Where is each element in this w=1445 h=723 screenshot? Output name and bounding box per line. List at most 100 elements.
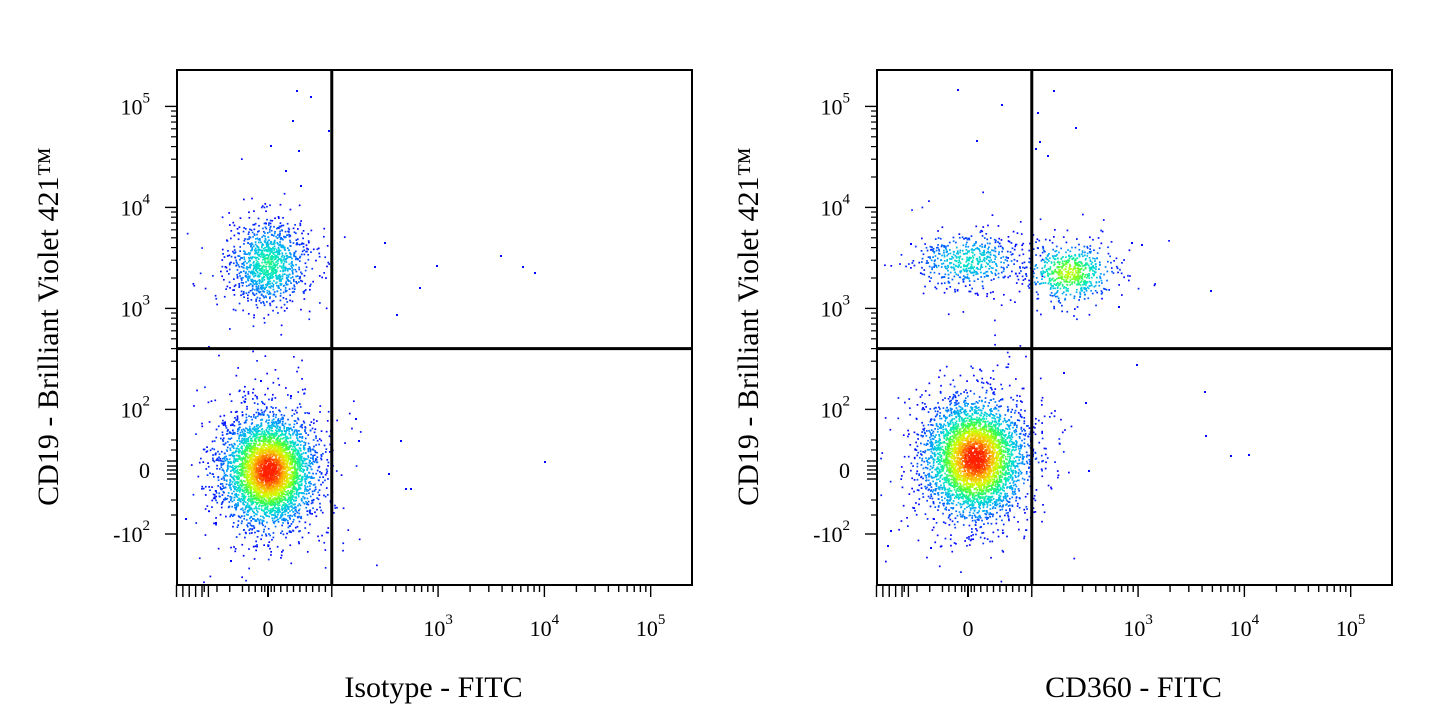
event-dot	[269, 512, 272, 515]
event-dot	[264, 508, 267, 511]
event-dot	[215, 523, 217, 526]
event-dot	[268, 498, 270, 500]
event-dot	[283, 440, 286, 443]
event-dot	[279, 469, 282, 471]
event-dot	[304, 437, 307, 440]
event-dot	[272, 468, 274, 471]
event-dot	[235, 454, 238, 457]
event-dot	[252, 518, 254, 520]
event-dot	[299, 504, 302, 507]
event-dot	[261, 473, 263, 476]
event-dot	[249, 429, 252, 432]
event-dot	[229, 473, 232, 476]
event-dot	[282, 440, 285, 443]
event-dot	[293, 252, 296, 255]
event-dot	[287, 279, 289, 282]
event-dot	[242, 456, 244, 459]
event-dot	[266, 438, 268, 440]
event-dot	[282, 475, 284, 477]
event-dot	[319, 506, 321, 509]
event-dot	[262, 448, 265, 451]
event-dot	[260, 284, 262, 287]
event-dot	[229, 224, 231, 226]
event-dot	[221, 460, 224, 463]
event-dot	[232, 515, 234, 517]
event-dot	[238, 255, 241, 257]
event-dot	[270, 447, 272, 450]
event-dot	[261, 244, 264, 247]
event-dot	[234, 451, 237, 454]
event-dot	[294, 469, 296, 472]
event-dot	[310, 457, 312, 459]
event-dot	[232, 461, 235, 464]
event-dot	[351, 427, 353, 430]
event-dot	[286, 454, 289, 457]
event-dot	[244, 480, 246, 483]
event-dot	[238, 497, 240, 500]
event-dot	[265, 407, 268, 410]
event-dot	[299, 255, 302, 258]
event-dot	[289, 475, 292, 478]
event-dot	[273, 422, 276, 425]
event-dot	[283, 192, 286, 195]
event-dot	[267, 313, 270, 316]
event-dot	[227, 250, 229, 252]
event-dot	[259, 452, 261, 454]
event-dot	[283, 475, 286, 478]
event-dot	[290, 562, 293, 565]
event-dot	[239, 457, 241, 460]
event-dot	[257, 484, 260, 486]
event-dot	[309, 488, 311, 490]
event-dot	[259, 249, 262, 251]
event-dot	[277, 262, 279, 265]
event-dot	[247, 479, 250, 482]
event-dot	[250, 437, 253, 440]
event-dot	[223, 457, 225, 459]
event-dot	[247, 493, 249, 496]
event-dot	[254, 434, 257, 437]
event-dot	[276, 290, 279, 292]
event-dot	[239, 275, 241, 277]
event-dot	[232, 470, 235, 472]
event-dot	[268, 239, 270, 242]
event-dot	[268, 434, 271, 436]
event-dot	[307, 476, 309, 479]
event-dot	[287, 452, 290, 455]
event-dot	[261, 479, 263, 481]
event-dot	[230, 443, 233, 446]
event-dot	[219, 486, 222, 489]
event-dot	[276, 487, 279, 490]
event-dot	[246, 456, 249, 458]
event-dot	[297, 433, 299, 436]
event-dot	[244, 486, 247, 489]
event-dot	[272, 288, 275, 291]
event-dot	[266, 505, 269, 507]
event-dot	[236, 262, 238, 265]
event-dot	[268, 445, 271, 448]
event-dot	[276, 432, 278, 435]
event-dot	[272, 247, 274, 250]
event-dot	[248, 442, 250, 445]
event-dot	[292, 475, 294, 478]
event-dot	[234, 468, 236, 470]
event-dot	[280, 430, 283, 433]
event-dot	[298, 492, 300, 494]
event-dot	[264, 492, 266, 495]
event-dot	[285, 236, 287, 238]
event-dot	[238, 284, 241, 287]
event-dot	[208, 346, 210, 348]
event-dot	[221, 434, 224, 436]
event-dot	[250, 423, 253, 425]
event-dot	[244, 467, 247, 469]
event-dot	[229, 480, 232, 482]
event-dot	[272, 381, 275, 384]
event-dot	[256, 503, 258, 505]
event-dot	[282, 420, 284, 423]
event-dot	[298, 487, 301, 489]
event-dot	[263, 487, 266, 490]
event-dot	[293, 444, 295, 447]
event-dot	[252, 245, 255, 247]
event-dot	[298, 266, 300, 269]
event-dot	[299, 530, 301, 532]
event-dot	[291, 498, 294, 500]
